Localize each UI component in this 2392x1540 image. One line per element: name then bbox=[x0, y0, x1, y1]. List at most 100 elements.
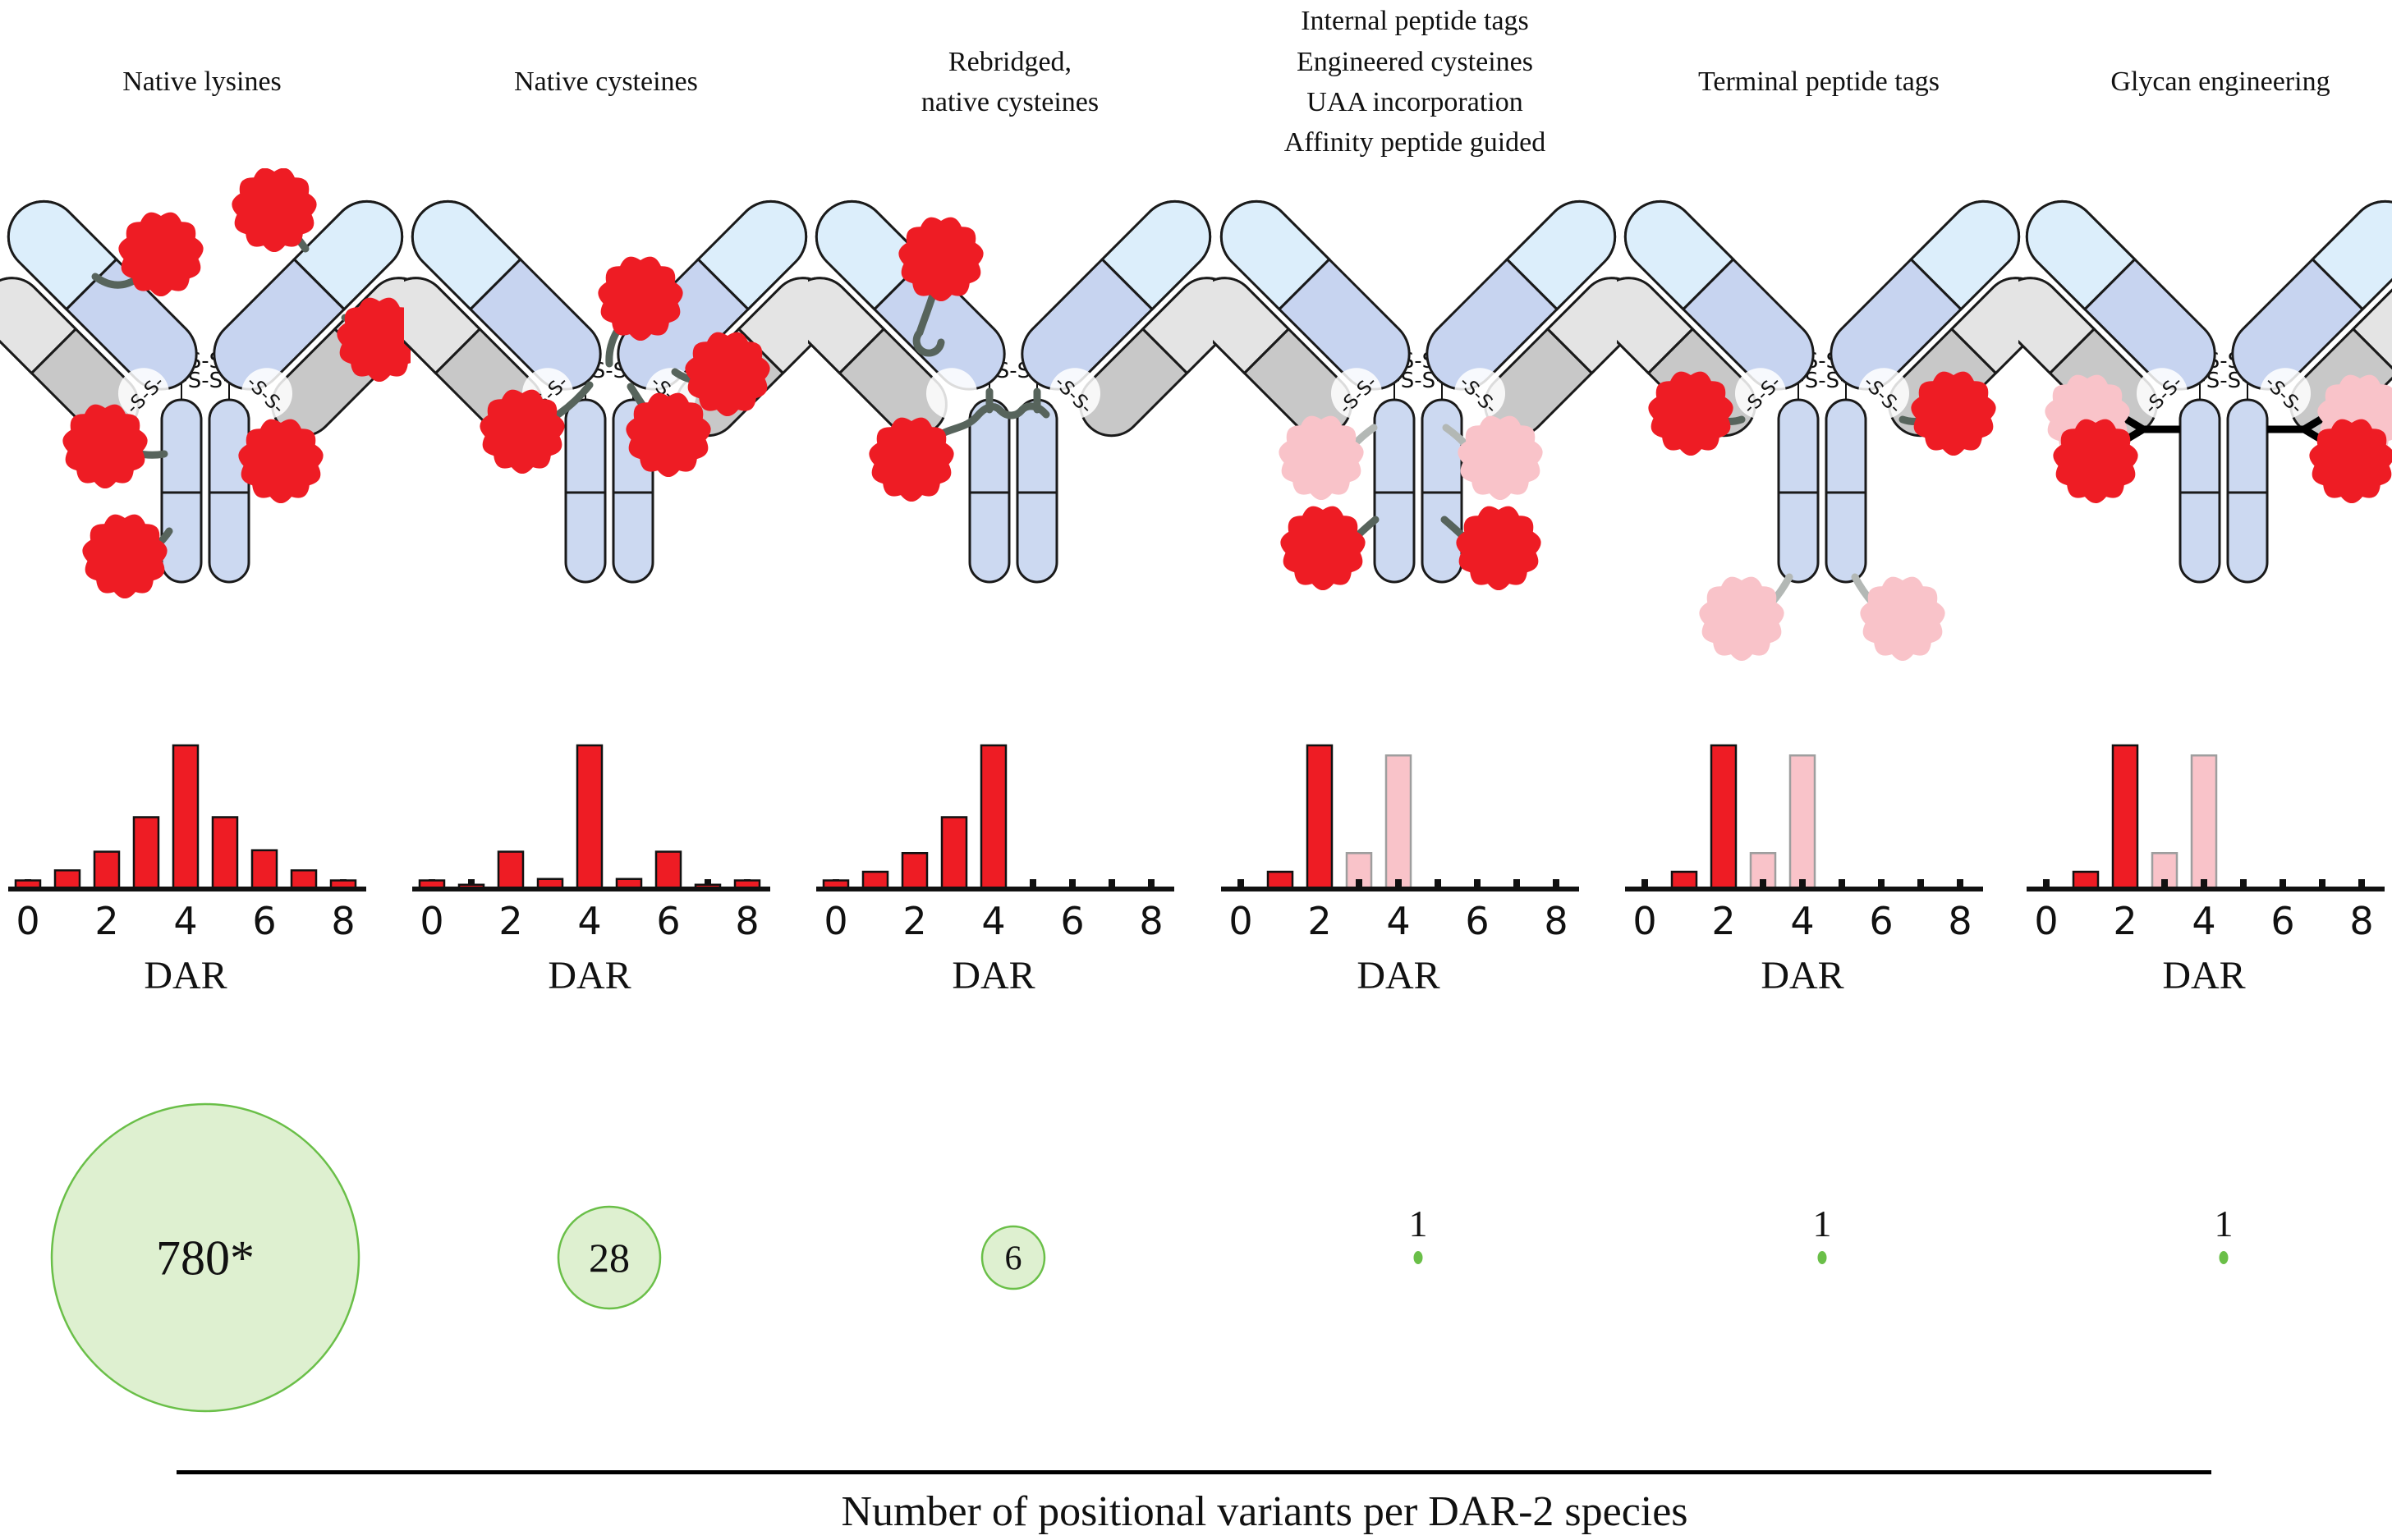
axis-tick bbox=[1839, 879, 1845, 887]
x-axis-line bbox=[1625, 887, 1983, 891]
fc-region bbox=[2179, 398, 2269, 584]
axis-tick bbox=[2161, 879, 2168, 887]
drug-payload-faded-icon bbox=[1458, 415, 1543, 501]
column-title-line: Affinity peptide guided bbox=[1283, 127, 1546, 158]
drug-payload-icon bbox=[62, 404, 148, 489]
axis-tick bbox=[1957, 879, 1963, 887]
hinge-ss-label: S-S bbox=[1805, 369, 1839, 393]
strategy-column-terminal-peptide-tags: Terminal peptide tags S-S S-S -S-S- -S-S- 0 2 4… bbox=[1617, 0, 2027, 1540]
antibody-illustration: S-SS-S-S-S- -S-S- bbox=[2018, 199, 2392, 584]
linker-curve bbox=[917, 402, 1050, 453]
axis-tick bbox=[1760, 879, 1766, 887]
variant-count-dot bbox=[1817, 1251, 1827, 1264]
drug-payload-icon bbox=[337, 297, 411, 383]
dar-bar-red bbox=[1710, 744, 1738, 891]
antibody-illustration: S-S-S-S- -S-S- bbox=[404, 199, 815, 584]
axis-tick bbox=[2201, 879, 2207, 887]
interchain-disulfide-badge: -S-S- bbox=[1454, 368, 1506, 419]
interchain-disulfide-badge bbox=[925, 368, 977, 419]
variant-count-item: 780* bbox=[50, 1102, 360, 1413]
x-tick-label: 4 bbox=[2192, 899, 2215, 943]
interchain-disulfide-badge: -S-S- bbox=[2260, 368, 2312, 419]
x-tick-label: 2 bbox=[1711, 899, 1735, 943]
dar-bar-red bbox=[2072, 870, 2100, 891]
x-tick-label: 8 bbox=[1948, 899, 1972, 943]
column-title-line: UAA incorporation bbox=[1306, 87, 1523, 117]
x-axis-label: DAR bbox=[548, 954, 631, 997]
fc-region bbox=[160, 398, 250, 584]
x-tick-label: 6 bbox=[656, 899, 680, 943]
drug-payload-icon bbox=[238, 419, 324, 504]
axis-tick bbox=[1513, 879, 1520, 887]
dar-bar-pink bbox=[2190, 754, 2218, 891]
variant-count-label: 6 bbox=[1005, 1240, 1022, 1277]
variant-count-item: 1 bbox=[2215, 1203, 2234, 1264]
strategy-column-engineered-site-specific: Internal peptide tags Engineered cysteine… bbox=[1213, 0, 1623, 1540]
axis-tick bbox=[1356, 879, 1362, 887]
x-axis-label: DAR bbox=[1357, 954, 1439, 997]
axis-tick bbox=[1917, 879, 1924, 887]
axis-tick bbox=[1553, 879, 1559, 887]
x-tick-label: 6 bbox=[1060, 899, 1084, 943]
dar-bar-red bbox=[654, 850, 682, 891]
axis-tick bbox=[1069, 879, 1076, 887]
x-tick-label: 6 bbox=[1869, 899, 1893, 943]
x-tick-label: 8 bbox=[1139, 899, 1163, 943]
x-tick-label: 6 bbox=[2270, 899, 2294, 943]
x-tick-label: 0 bbox=[824, 899, 847, 943]
x-tick-label: 8 bbox=[1544, 899, 1568, 943]
variant-count-label: 780* bbox=[156, 1231, 255, 1285]
x-tick-label: 2 bbox=[2113, 899, 2137, 943]
dar-histogram: 0 2 4 6 8 DAR bbox=[816, 744, 1174, 997]
linker-curve bbox=[912, 269, 945, 357]
x-tick-label: 2 bbox=[902, 899, 926, 943]
antibody-illustration: S-SS-S-S-S- -S-S- bbox=[0, 168, 411, 599]
drug-payload-icon bbox=[898, 217, 984, 302]
column-title: Rebridged, native cysteines bbox=[808, 0, 1212, 164]
variant-count-item: 6 bbox=[980, 1225, 1046, 1290]
column-title: Internal peptide tags Engineered cysteine… bbox=[1213, 0, 1617, 164]
dar-bar-red bbox=[172, 744, 200, 891]
drug-payload-icon bbox=[118, 212, 204, 297]
dar-bar-red bbox=[576, 744, 604, 891]
axis-tick bbox=[1435, 879, 1441, 887]
drug-payload-icon bbox=[480, 389, 565, 474]
dar-bar-red bbox=[1670, 870, 1698, 891]
x-axis-label: DAR bbox=[2162, 954, 2245, 997]
x-tick-label: 4 bbox=[577, 899, 601, 943]
strategy-column-native-lysines: Native lysines S-S S-S -S-S- -S-S- 0 2 4 6 8 DAR bbox=[0, 0, 411, 1540]
drug-payload-faded-icon bbox=[1860, 576, 1945, 661]
x-axis-line bbox=[8, 887, 366, 891]
dar-bar-red bbox=[940, 816, 968, 891]
axis-tick bbox=[1395, 879, 1402, 887]
x-tick-label: 4 bbox=[981, 899, 1005, 943]
drug-payload-icon bbox=[2053, 419, 2138, 504]
strategy-column-rebridged-native-cysteines: Rebridged, native cysteines S-S -S-S- 0 2 4 6 8 D… bbox=[808, 0, 1219, 1540]
axis-tick bbox=[1878, 879, 1885, 887]
x-axis-label: DAR bbox=[952, 954, 1035, 997]
x-axis-label: DAR bbox=[144, 954, 227, 997]
column-title-line: Glycan engineering bbox=[2110, 66, 2330, 98]
dar-bar-red bbox=[980, 744, 1008, 891]
variant-count-dot bbox=[1413, 1251, 1423, 1264]
dar-bar-red bbox=[2111, 744, 2139, 891]
drug-payload-icon bbox=[2309, 419, 2392, 504]
axis-tick bbox=[2319, 879, 2325, 887]
column-title-line: Terminal peptide tags bbox=[1697, 66, 1940, 98]
axis-tick bbox=[468, 879, 475, 887]
fc-region bbox=[1777, 398, 1867, 584]
variant-count-item: 1 bbox=[1813, 1203, 1832, 1264]
drug-payload-icon bbox=[1280, 506, 1366, 591]
drug-payload-icon bbox=[82, 514, 168, 599]
drug-payload-icon bbox=[232, 168, 317, 253]
dar-histogram: 0 2 4 6 8 DAR bbox=[8, 744, 366, 997]
axis-tick bbox=[2043, 879, 2050, 887]
drug-payload-faded-icon bbox=[1699, 576, 1784, 661]
variant-count-bubble bbox=[557, 1205, 662, 1310]
axis-tick bbox=[2280, 879, 2286, 887]
dar-bar-red bbox=[53, 869, 81, 891]
variant-count-label: 1 bbox=[1813, 1203, 1832, 1244]
x-tick-label: 4 bbox=[173, 899, 197, 943]
drug-payload-icon bbox=[1911, 371, 1996, 456]
